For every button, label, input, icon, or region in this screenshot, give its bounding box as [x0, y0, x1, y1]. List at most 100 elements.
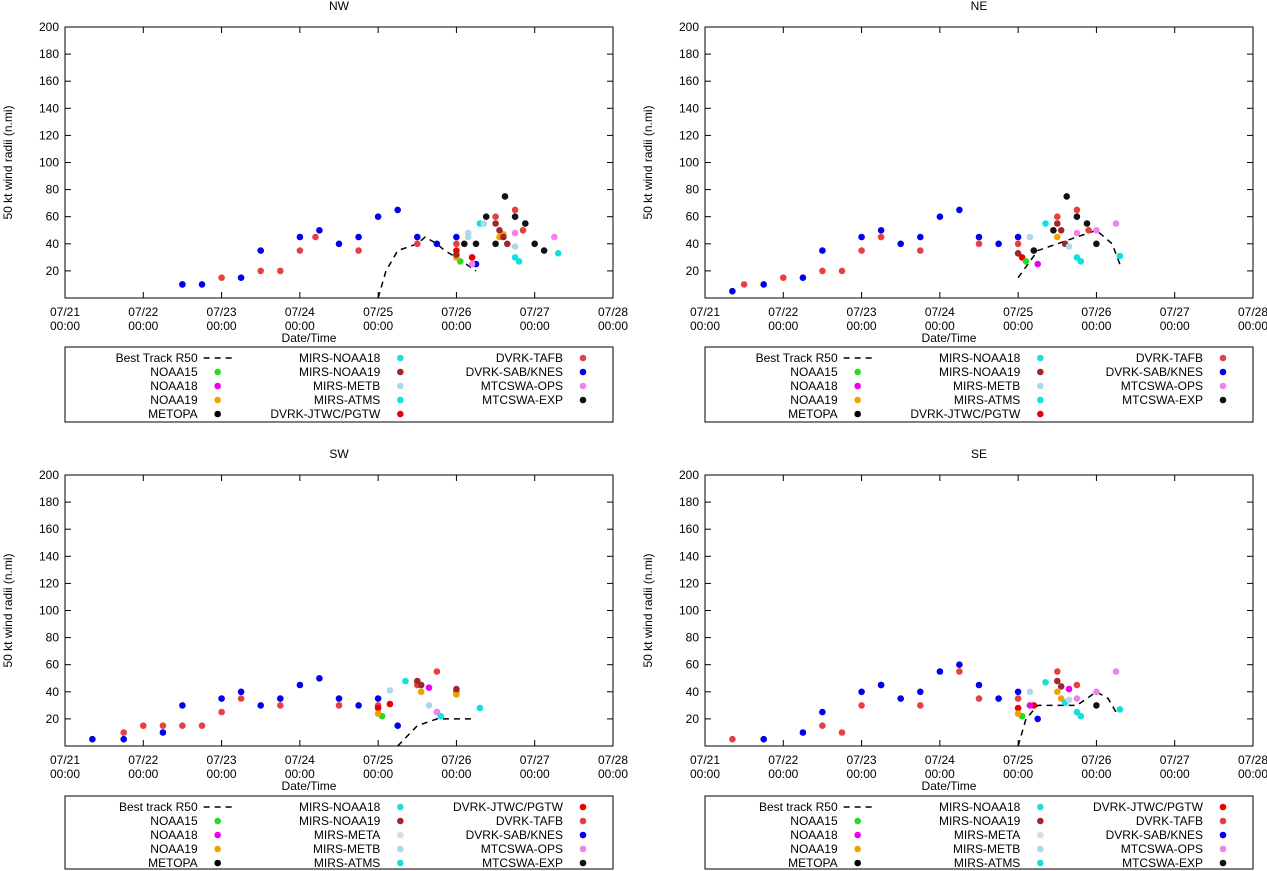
- x-tick-date: 07/22: [768, 753, 798, 767]
- data-point: [394, 722, 402, 729]
- series-mirs-noaa19: [1054, 677, 1065, 690]
- data-point: [1042, 679, 1049, 686]
- data-point: [819, 267, 826, 275]
- series-dvrk-jtwc-pgtw: [1014, 702, 1038, 712]
- legend-label: DVRK-SAB/KNES: [466, 828, 563, 842]
- data-point: [975, 233, 983, 241]
- x-tick-time: 00:00: [363, 319, 393, 333]
- data-point: [374, 213, 382, 220]
- legend-dot-symbol: [214, 831, 221, 839]
- legend-label: MIRS-NOAA19: [299, 814, 381, 828]
- data-point: [511, 254, 519, 261]
- data-point: [394, 206, 402, 214]
- series-noaa15: [1022, 258, 1030, 265]
- legend-label: NOAA15: [150, 814, 198, 828]
- x-tick-date: 07/24: [925, 305, 955, 319]
- legend-label: NOAA19: [790, 842, 838, 856]
- data-layer: [729, 661, 1124, 746]
- legend-label: NOAA18: [150, 379, 198, 393]
- series-noaa19: [1014, 688, 1065, 717]
- legend-label: MTCSWA-EXP: [482, 393, 563, 407]
- legend-label: Best track R50: [759, 800, 838, 814]
- x-tick-date: 07/25: [1003, 305, 1033, 319]
- x-tick-date: 07/28: [1238, 753, 1267, 767]
- series-dvrk-tafb: [729, 668, 1081, 743]
- panel-title: NE: [971, 0, 988, 13]
- legend-label: MIRS-NOAA18: [939, 351, 1021, 365]
- legend-label: MIRS-NOAA19: [299, 365, 381, 379]
- data-point: [179, 281, 186, 288]
- legend-dot-symbol: [214, 859, 221, 867]
- data-point: [1073, 695, 1081, 702]
- legend-dot-symbol: [1037, 803, 1044, 811]
- legend-dot-symbol: [854, 396, 861, 404]
- legend-label: MIRS-ATMS: [314, 393, 380, 407]
- y-axis-label: 50 kt wind radii (n.mi): [1, 105, 15, 219]
- x-tick-date: 07/23: [847, 305, 877, 319]
- data-point: [501, 193, 509, 200]
- y-tick-label: 140: [39, 101, 59, 115]
- plot-frame: [64, 26, 614, 299]
- legend-label: MIRS-NOAA19: [939, 814, 1021, 828]
- x-tick-time: 00:00: [1081, 319, 1111, 333]
- y-tick-label: 200: [679, 468, 699, 482]
- data-point: [355, 233, 362, 241]
- data-point: [511, 206, 519, 214]
- data-point: [453, 240, 460, 248]
- data-point: [1026, 233, 1034, 241]
- legend-label: DVRK-JTWC/PGTW: [270, 407, 381, 421]
- x-tick-time: 00:00: [285, 319, 315, 333]
- x-tick-date: 07/22: [128, 753, 158, 767]
- data-point: [1054, 677, 1061, 685]
- data-point: [433, 708, 441, 716]
- y-tick-label: 20: [46, 264, 60, 278]
- x-tick-time: 00:00: [768, 767, 798, 781]
- y-tick-label: 180: [39, 47, 59, 61]
- data-point: [496, 227, 503, 234]
- legend-label: MTCSWA-EXP: [482, 856, 563, 870]
- x-axis-label: Date/Time: [922, 779, 977, 793]
- data-point: [1026, 702, 1034, 709]
- y-tick-label: 200: [39, 20, 59, 34]
- legend-dot-symbol: [579, 382, 587, 390]
- series-mtcswa-ops: [1073, 668, 1120, 702]
- y-tick-label: 180: [679, 495, 699, 509]
- legend-dot-symbol: [1219, 803, 1227, 811]
- legend-label: MTCSWA-OPS: [481, 379, 563, 393]
- x-tick-time: 00:00: [363, 767, 393, 781]
- data-point: [335, 240, 343, 248]
- legend-dot-symbol: [397, 817, 404, 825]
- legend-dot-symbol: [854, 845, 861, 853]
- data-layer: [179, 193, 562, 298]
- legend-dot-symbol: [854, 368, 861, 376]
- x-tick-date: 07/25: [363, 753, 393, 767]
- series-mirs-atms: [1042, 220, 1124, 265]
- x-tick-time: 00:00: [690, 319, 720, 333]
- legend-dot-symbol: [397, 410, 404, 418]
- legend-dot-symbol: [397, 382, 404, 390]
- x-tick-time: 00:00: [598, 767, 628, 781]
- data-point: [511, 229, 519, 237]
- data-point: [877, 681, 885, 689]
- data-point: [414, 233, 421, 241]
- data-point: [531, 240, 538, 248]
- data-point: [296, 247, 304, 254]
- legend-dot-symbol: [397, 803, 404, 811]
- legend-dot-symbol: [854, 817, 861, 825]
- data-point: [1042, 220, 1049, 227]
- data-point: [1083, 220, 1091, 227]
- legend-label: MIRS-ATMS: [954, 393, 1020, 407]
- data-point: [1077, 712, 1085, 720]
- y-tick-label: 160: [679, 74, 699, 88]
- data-point: [1116, 252, 1124, 260]
- data-point: [956, 661, 963, 668]
- series-mtcswa-ops: [433, 708, 441, 716]
- data-point: [1093, 240, 1100, 248]
- data-point: [1014, 250, 1022, 257]
- data-point: [780, 274, 787, 282]
- data-point: [257, 702, 265, 709]
- legend-dot-symbol: [579, 859, 587, 867]
- legend-label: NOAA15: [790, 814, 838, 828]
- y-tick-label: 40: [46, 685, 60, 699]
- data-point: [453, 691, 460, 698]
